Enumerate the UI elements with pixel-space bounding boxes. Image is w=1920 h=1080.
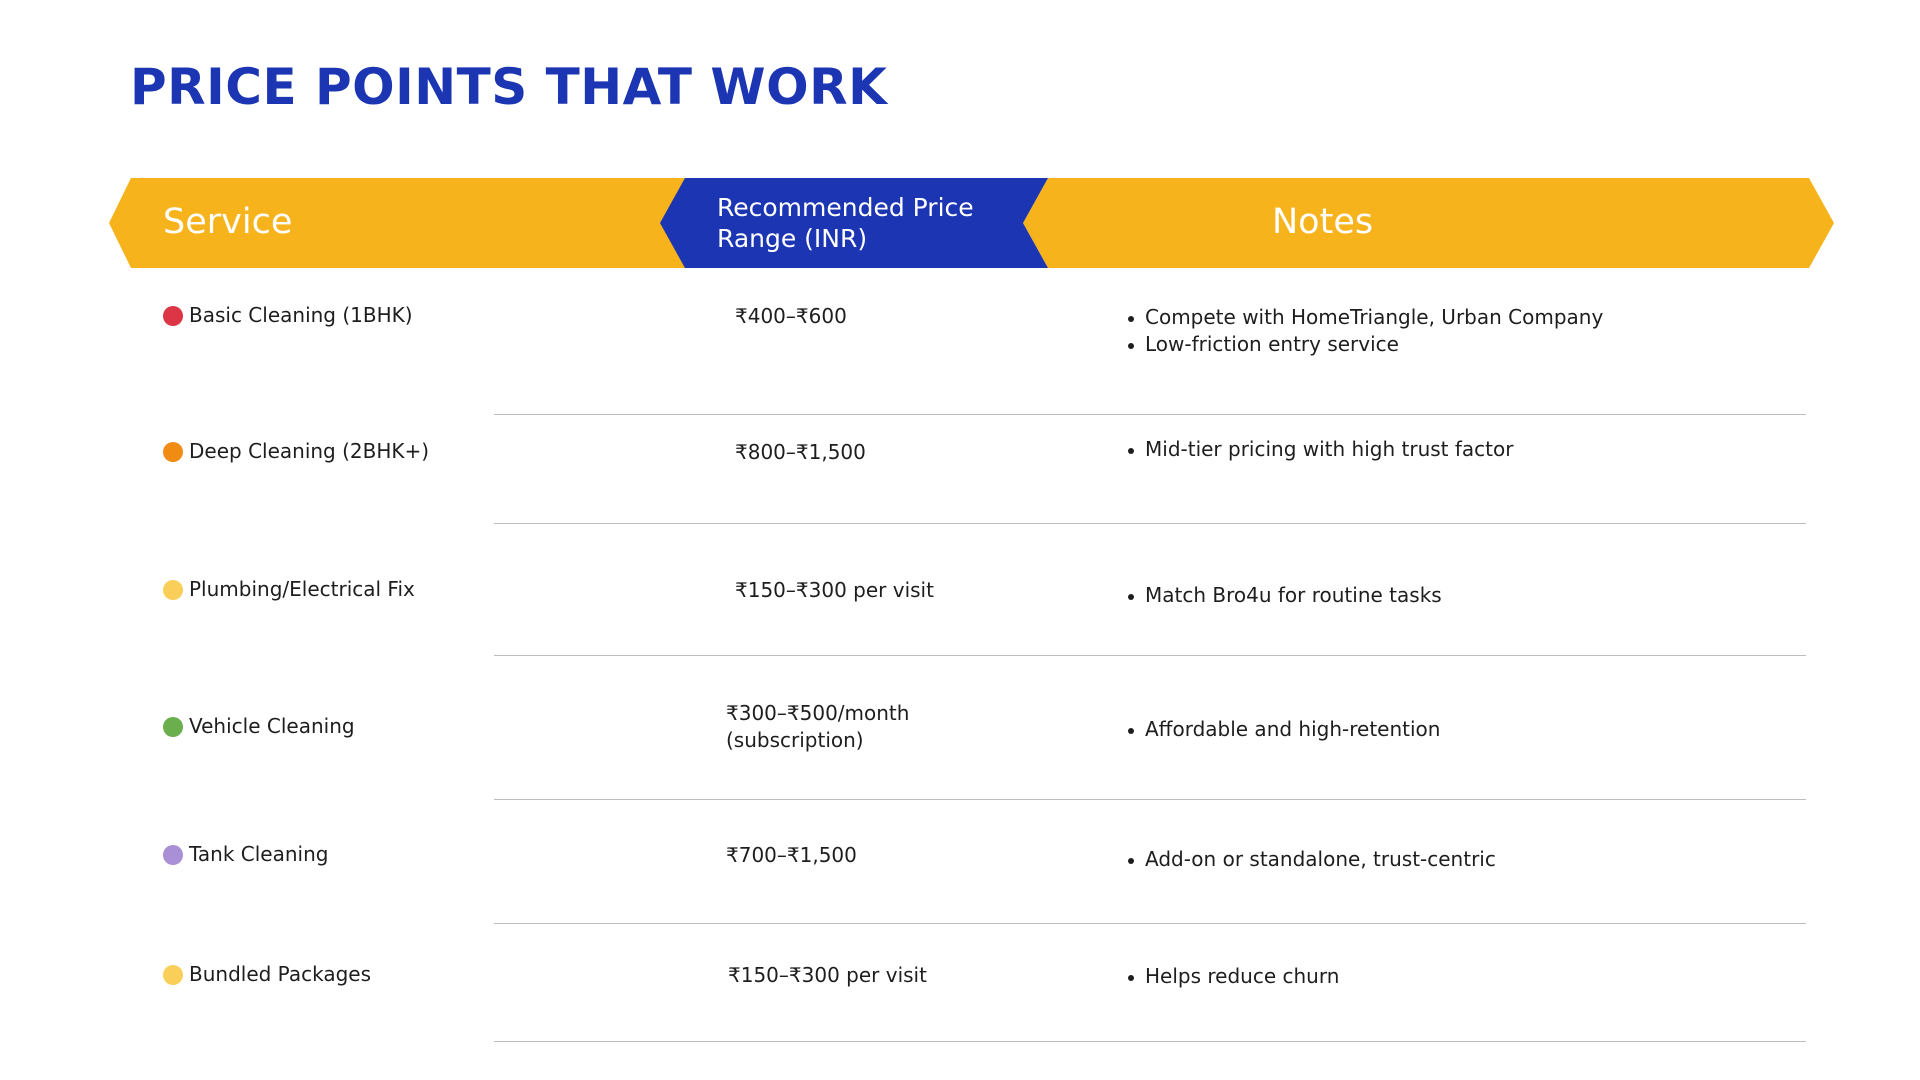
service-color-dot-icon xyxy=(163,717,183,737)
note-item: Mid-tier pricing with high trust factor xyxy=(1128,436,1513,463)
row-divider xyxy=(494,523,1806,524)
header-price-shape xyxy=(660,178,1048,268)
price-range: ₹150–₹300 per visit xyxy=(735,578,934,602)
notes-list: Add-on or standalone, trust-centric xyxy=(1128,846,1496,873)
header-service-shape xyxy=(109,178,690,268)
header-notes: Notes xyxy=(1272,202,1374,242)
service-color-dot-icon xyxy=(163,306,183,326)
service-color-dot-icon xyxy=(163,580,183,600)
price-range: ₹150–₹300 per visit xyxy=(728,963,927,987)
row-divider xyxy=(494,799,1806,800)
note-item: Match Bro4u for routine tasks xyxy=(1128,582,1442,609)
service-name: Vehicle Cleaning xyxy=(189,714,355,738)
header-notes-shape xyxy=(1023,178,1834,268)
row-divider xyxy=(494,1041,1806,1042)
page-title: PRICE POINTS THAT WORK xyxy=(130,58,888,116)
row-divider xyxy=(494,923,1806,924)
notes-list: Match Bro4u for routine tasks xyxy=(1128,582,1442,609)
header-service: Service xyxy=(163,202,293,242)
service-color-dot-icon xyxy=(163,965,183,985)
note-item: Compete with HomeTriangle, Urban Company xyxy=(1128,304,1603,331)
notes-list: Compete with HomeTriangle, Urban Company… xyxy=(1128,304,1603,358)
service-name: Deep Cleaning (2BHK+) xyxy=(189,439,430,463)
row-divider xyxy=(494,414,1806,415)
notes-list: Mid-tier pricing with high trust factor xyxy=(1128,436,1513,463)
price-range: ₹700–₹1,500 xyxy=(726,843,857,867)
price-range: ₹300–₹500/month (subscription) xyxy=(726,701,910,752)
note-item: Helps reduce churn xyxy=(1128,963,1339,990)
notes-list: Helps reduce churn xyxy=(1128,963,1339,990)
note-item: Low-friction entry service xyxy=(1128,331,1603,358)
price-range: ₹800–₹1,500 xyxy=(735,440,866,464)
price-range: ₹400–₹600 xyxy=(735,304,847,328)
service-color-dot-icon xyxy=(163,442,183,462)
service-color-dot-icon xyxy=(163,845,183,865)
service-name: Basic Cleaning (1BHK) xyxy=(189,303,413,327)
service-name: Tank Cleaning xyxy=(189,842,329,866)
header-price: Recommended Price Range (INR) xyxy=(717,193,974,253)
table-header-band xyxy=(109,178,1834,268)
service-name: Plumbing/Electrical Fix xyxy=(189,577,415,601)
row-divider xyxy=(494,655,1806,656)
note-item: Add-on or standalone, trust-centric xyxy=(1128,846,1496,873)
notes-list: Affordable and high-retention xyxy=(1128,716,1440,743)
note-item: Affordable and high-retention xyxy=(1128,716,1440,743)
service-name: Bundled Packages xyxy=(189,962,372,986)
